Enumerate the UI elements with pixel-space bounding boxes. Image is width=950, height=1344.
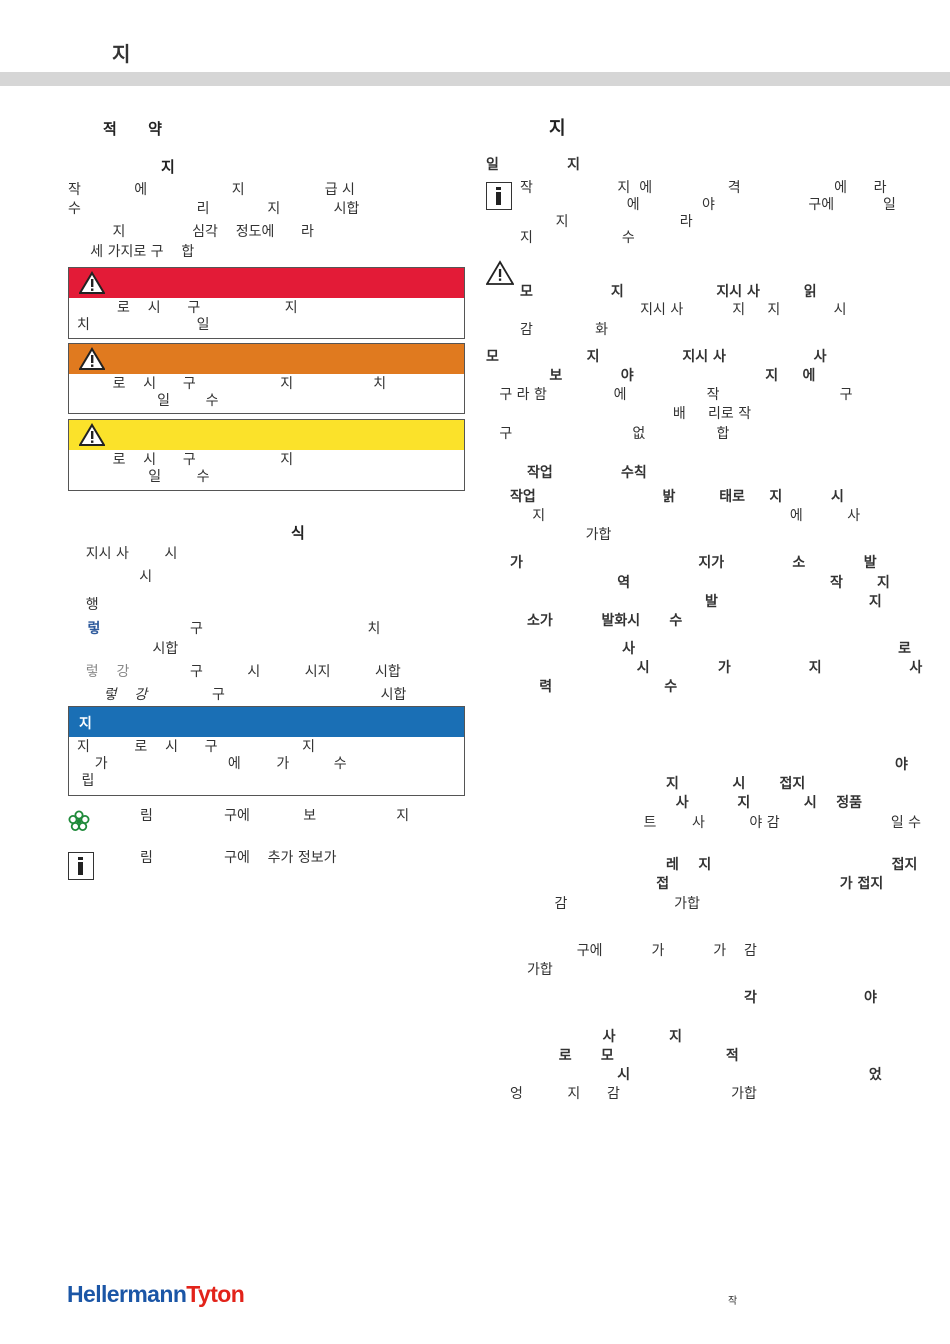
right-text-line: 감 가합	[510, 896, 700, 912]
right-text-line: 모 지 지시 사 사	[486, 349, 827, 365]
right-text-line: 시 가 지 사 시	[510, 660, 950, 676]
right-text-line: 가 지가 소 발	[510, 555, 877, 571]
warning-body: 로 시 구 지 치 일 수	[69, 374, 464, 416]
danger-bar	[69, 268, 464, 298]
warning-line-2: 일 수	[77, 393, 219, 409]
header-band	[0, 72, 950, 86]
right-text-line: 사 로	[510, 641, 912, 657]
list-extra-3: 구 시합	[212, 687, 407, 703]
right-text-line: 레 지 접지	[510, 857, 918, 873]
info-icon	[68, 852, 94, 880]
caution-line-1: 로 시 구 지	[77, 452, 294, 468]
right-section-title: 지	[549, 118, 566, 139]
warning-box: 로 시 구 지 치 일 수	[68, 343, 465, 414]
right-text-line: 소가 발화시 수	[527, 613, 683, 629]
page-header-title: 지	[112, 42, 131, 66]
right-text-line: 발 지	[510, 594, 882, 610]
right-text-line: 사 지 시 정품	[510, 795, 862, 811]
notice-label: 지	[79, 716, 92, 732]
caution-box: 로 시 구 지 일 수	[68, 419, 465, 491]
list-extra-1: 구 치	[190, 621, 381, 637]
list-line-7: 렇 강	[68, 687, 148, 703]
warning-triangle-icon	[79, 423, 105, 446]
caution-body: 로 시 구 지 일 수	[69, 450, 464, 492]
warning-triangle-icon	[79, 271, 105, 294]
right-text-line: 지 시 접지	[510, 776, 806, 792]
list-line-2: 시	[68, 569, 153, 585]
caution-bar	[69, 420, 464, 450]
right-text-line: 역 작 지	[510, 575, 890, 591]
warning-triangle-icon	[79, 347, 105, 370]
right-text-line: 로 모 적	[510, 1048, 739, 1064]
right-text-line: 작업 밝 태로 지 시	[510, 489, 844, 505]
tip-line: 림 구에 보 지	[140, 808, 410, 824]
intro-line-3: 지 심각 정도에 라	[68, 224, 314, 240]
right-text-line: 사 지 일	[510, 1029, 950, 1045]
intro-line-1: 작 에 지 급 시	[68, 182, 355, 198]
warning-bar	[69, 344, 464, 374]
right-text-line: 각 야	[510, 990, 877, 1006]
left-subhead-1: 지	[161, 158, 175, 176]
right-text-line: 구 없 합	[486, 426, 730, 442]
right-text-line: 에 야 구에 일	[520, 197, 896, 213]
warning-line-1: 로 시 구 지 치	[77, 376, 387, 392]
notice-line-3: 립	[77, 773, 95, 789]
right-text-line: 작업 수칙	[527, 465, 647, 481]
list-line-4: 렇	[68, 621, 101, 637]
danger-line-1: 로 시 구 지	[77, 300, 298, 316]
right-text-line: 감 화	[520, 322, 609, 338]
right-text-line: 작 지 에 격 에 라	[520, 180, 887, 196]
right-text-line: 지시 사 지 지 시	[520, 302, 847, 318]
right-text-line: 야	[510, 757, 908, 773]
right-text-line: 가합	[510, 527, 612, 543]
hellermanntyton-logo: HellermannTyton	[67, 1281, 245, 1307]
right-text-line: 력 수	[510, 679, 678, 695]
left-section-title: 적 약	[103, 120, 162, 138]
list-line-3: 행	[68, 597, 99, 613]
notice-box: 지 지 로 시 구 지 가 에 가 수 립	[68, 706, 465, 796]
right-text-line: 지 에 사	[510, 508, 861, 524]
right-text-line: 접 가 접지	[510, 876, 884, 892]
right-text-line: 지 라	[520, 214, 693, 230]
flower-tip-icon	[68, 810, 90, 831]
right-text-line: 트 사 야 감 일 수	[510, 815, 922, 831]
notice-line-2: 가 에 가 수	[77, 756, 347, 772]
right-text-line: 배 리로 작	[486, 406, 752, 422]
right-text-line: 지 수	[520, 230, 635, 246]
left-subhead-2: 식	[291, 524, 305, 542]
right-text-line: 구 라 함 에 작 구	[486, 387, 853, 403]
footer-page-text: 작	[728, 1296, 738, 1307]
list-extra-2: 구 시 시지 시합	[190, 664, 401, 680]
right-text-line: 엉 지 감 가합	[510, 1086, 757, 1102]
notice-bar: 지	[69, 707, 464, 737]
right-text-line: 모 지 지시 사 읽	[520, 284, 817, 300]
intro-line-4: 세 가지로 구 합	[68, 244, 195, 260]
caution-line-2: 일 수	[77, 469, 210, 485]
list-line-6: 렇 강	[68, 664, 130, 680]
info-line: 림 구에 추가 정보가	[140, 850, 337, 866]
right-text-line: 구에 가 가 감	[510, 943, 757, 959]
right-text-line: 가합	[527, 962, 553, 978]
notice-line-1: 지 로 시 구 지	[77, 739, 315, 755]
danger-line-2: 치 일	[77, 317, 210, 333]
list-line-5: 시합	[68, 641, 179, 657]
notice-body: 지 로 시 구 지 가 에 가 수 립	[69, 737, 464, 796]
intro-line-2: 수 리 지 시합	[68, 201, 360, 217]
warning-triangle-icon	[486, 260, 514, 285]
right-text-line: 시 었	[510, 1067, 882, 1083]
right-text-line: 보 야 지 에	[486, 368, 816, 384]
right-text-line: 일 지	[486, 157, 580, 173]
info-icon	[486, 182, 512, 210]
list-line-1: 지시 사 시	[68, 546, 178, 562]
